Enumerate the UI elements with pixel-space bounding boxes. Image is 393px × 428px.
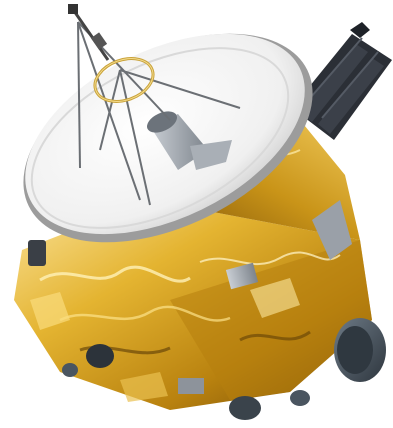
thruster-ports [62,318,386,420]
subreflector-ring [93,57,155,103]
feed-horn [147,111,232,170]
rtg-panel [292,22,392,140]
instrument-boxes [28,200,352,394]
top-mast [68,4,110,61]
